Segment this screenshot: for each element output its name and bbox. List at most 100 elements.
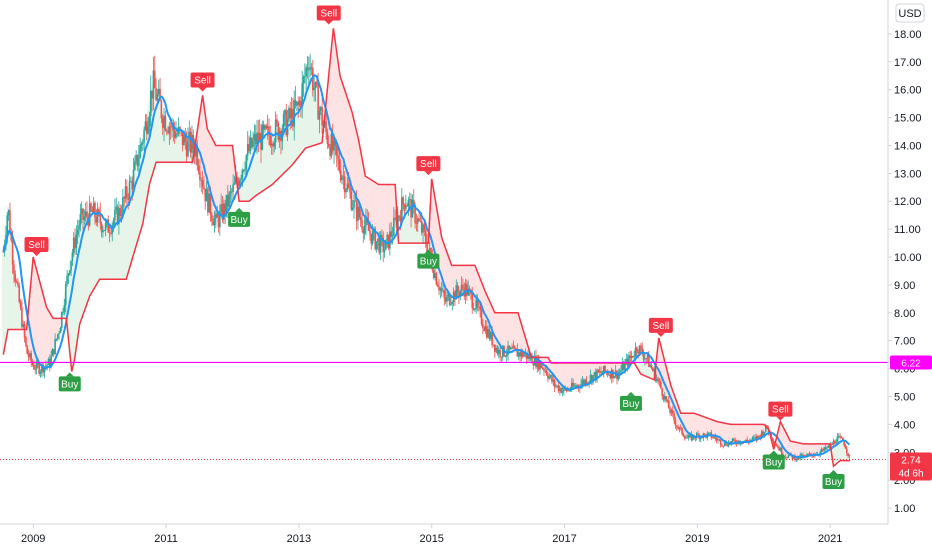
candle-body [55,338,58,340]
candle-body [731,438,734,442]
price-axis-tick-label: 12.00 [894,196,922,208]
candle-body [216,213,218,218]
candle-body [325,121,327,132]
signal-label: Buy [765,457,782,468]
candle-body [438,286,440,291]
candle-body [764,425,767,432]
candle-body [131,181,133,190]
candle-body [215,213,217,219]
candle-body [600,371,602,373]
candle-body [383,249,386,252]
candle-body [176,133,179,135]
candle-body [84,211,87,217]
candle-body [645,358,648,360]
candle-body [11,240,14,265]
candle-body [21,307,23,327]
candle-body [660,381,662,389]
candle-body [256,132,258,144]
candle-body [763,431,766,436]
candle-body [338,158,341,171]
candle-body [394,217,396,219]
candle-body [822,449,824,451]
candle-body [691,435,694,440]
buy-signal: Buy [58,372,81,392]
candle-body [136,154,139,167]
candle-body [664,396,666,400]
buy-signal: Buy [762,450,785,470]
candle-body [760,431,763,438]
candle-body [466,283,468,296]
price-axis[interactable]: 1.002.003.004.005.006.007.008.009.0010.0… [888,29,922,515]
candle-body [173,130,176,138]
candle-body [103,230,106,232]
candle-body [625,358,628,363]
candle-body [175,133,177,138]
candle-body [225,194,228,214]
candle-body [381,234,383,238]
candle-body [185,142,188,157]
candle-body [390,231,392,237]
candle-body [124,186,127,199]
candle-body [424,230,427,243]
signal-pointer [424,171,433,176]
candle-body [52,349,55,354]
candle-body [95,217,98,223]
candle-body [250,137,253,148]
candle-body [658,380,661,382]
candle-body [200,179,203,181]
candle-body [209,193,212,215]
candle-body [56,334,59,339]
candle-body [848,455,851,457]
price-axis-tick-label: 16.00 [894,85,922,97]
candle-body [662,395,665,400]
candle-body [114,209,116,221]
candle-body [838,436,840,437]
candle-body [62,311,64,313]
candle-body [339,170,342,181]
time-axis[interactable]: 2009 2011 2013 2015 2017 2019 2021 [21,524,842,545]
candle-body [686,437,689,439]
candle-body [751,437,754,440]
candle-body [661,388,663,396]
candle-body [831,444,833,445]
signal-box [416,156,441,172]
candle-body [776,446,779,448]
candle-body [374,228,377,250]
signal-box [762,454,785,470]
trailing-fill-strip [58,318,61,327]
candle-body [152,70,155,99]
candle-body [673,413,675,421]
candle-body [13,264,15,275]
candle-body [51,349,54,357]
candle-body [411,199,414,218]
candle-body [300,100,302,108]
candle-body [318,110,321,120]
trailing-stop-line [2,28,851,468]
candle-body [549,375,552,377]
candle-body [677,427,679,429]
candle-body [678,427,681,429]
candle-body [6,215,9,236]
candle-body [577,385,580,388]
candle-body [804,454,807,456]
candle-body [228,193,230,207]
candle-body [523,354,525,357]
candle-body [597,369,600,373]
candle-body [68,270,71,274]
candle-body [697,433,699,435]
candle-body [140,143,143,146]
candle-body [18,285,21,303]
candle-body [378,238,381,253]
currency-button[interactable]: USD [895,3,925,23]
candle-body [511,347,513,349]
horizontal-line-badge: 6.22 [890,355,932,370]
candle-body [398,215,400,217]
candle-body [341,177,343,181]
candle-body [351,207,354,210]
candle-body [361,220,363,229]
candle-body [563,387,565,391]
candle-body [34,369,36,371]
candle-body [532,363,535,366]
candle-body [141,142,144,144]
